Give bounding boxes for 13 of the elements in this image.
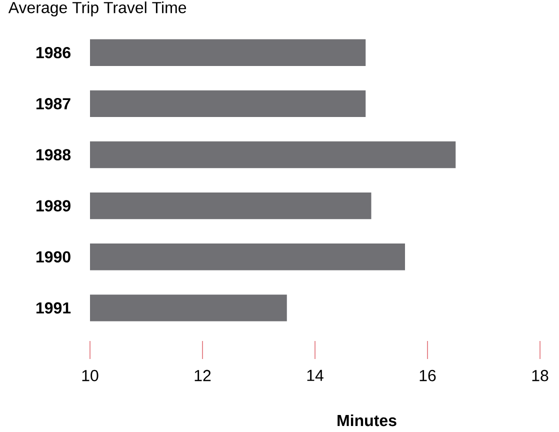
x-tick-label: 10 [82, 370, 98, 382]
x-tick-label: 12 [194, 370, 211, 382]
x-tick-label: 14 [307, 370, 324, 382]
chart-title: Average Trip Travel Time [8, 2, 186, 17]
y-tick-label: 1990 [36, 251, 70, 263]
y-tick-label: 1986 [36, 47, 70, 59]
y-tick-label: 1991 [36, 302, 71, 314]
x-tick-label: 18 [532, 370, 548, 382]
x-tick-label: 16 [420, 370, 436, 382]
y-tick-label: 1988 [36, 149, 71, 161]
y-tick-label: 1987 [36, 98, 70, 110]
y-tick-label: 1989 [36, 200, 70, 212]
x-axis-title: Minutes [338, 414, 396, 426]
